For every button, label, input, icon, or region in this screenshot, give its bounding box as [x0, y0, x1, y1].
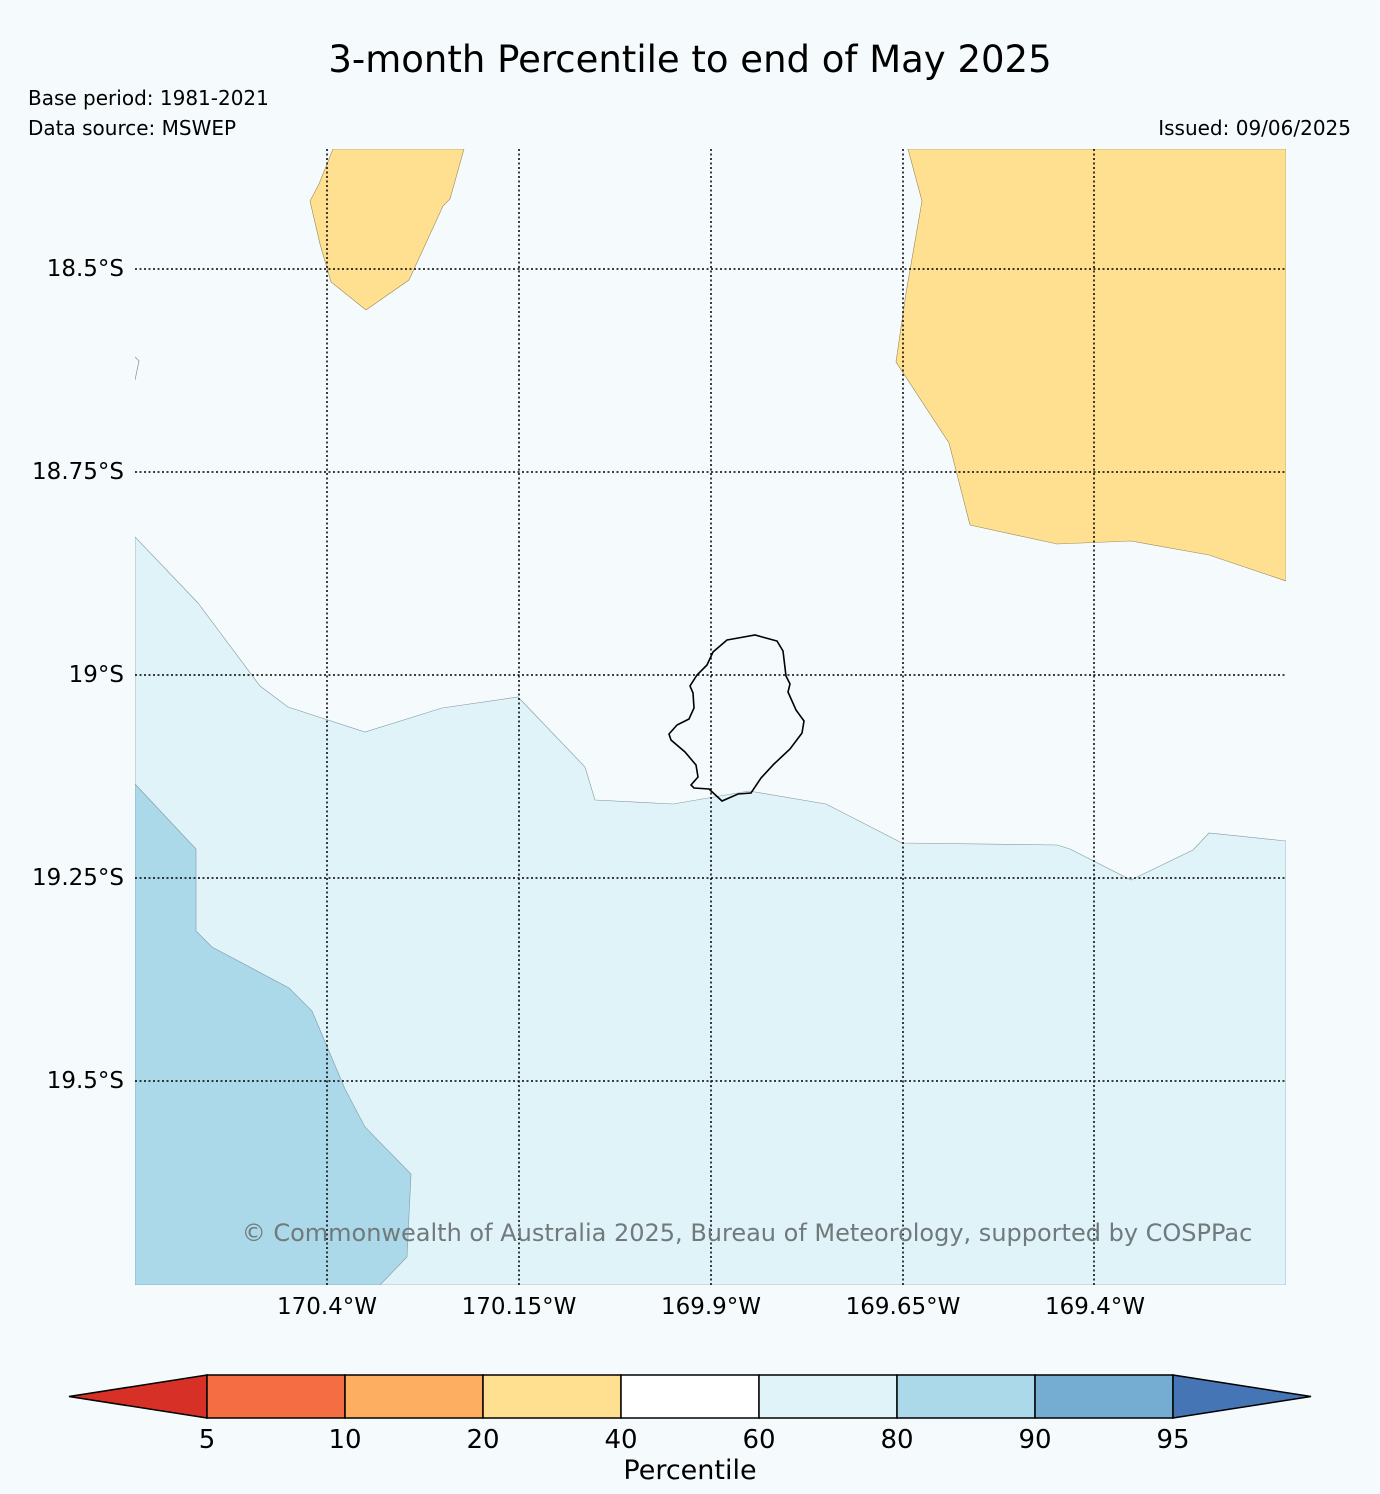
lon-label-169-65: 169.65°W — [845, 1294, 961, 1320]
colorbar-segment — [482, 1374, 622, 1419]
coast-fragment — [135, 356, 140, 381]
issued-date-text: Issued: 09/06/2025 — [1158, 116, 1351, 140]
colorbar-segment — [1034, 1374, 1174, 1419]
colorbar-extend-high — [1172, 1374, 1312, 1419]
map-title: 3-month Percentile to end of May 2025 — [328, 38, 1052, 81]
graticule — [135, 149, 1286, 1285]
lon-label-170-4: 170.4°W — [276, 1294, 378, 1320]
colorbar-segment — [344, 1374, 484, 1419]
lon-label-170-15: 170.15°W — [461, 1294, 577, 1320]
colorbar-segment — [896, 1374, 1036, 1419]
colorbar-segment — [758, 1374, 898, 1419]
colorbar-tick-label: 80 — [880, 1425, 914, 1455]
lat-label-18-75: 18.75°S — [32, 459, 124, 485]
colorbar-extend-low — [68, 1374, 208, 1419]
colorbar-tick-label: 95 — [1156, 1425, 1190, 1455]
colorbar-segment — [620, 1374, 760, 1419]
percentile-region-20-40-east — [895, 149, 1286, 582]
colorbar-tick-label: 40 — [604, 1425, 638, 1455]
lat-label-19: 19°S — [68, 662, 124, 688]
copyright-text: © Commonwealth of Australia 2025, Bureau… — [242, 1219, 1253, 1247]
niue-island-outline — [668, 634, 805, 802]
colorbar-tick-label: 20 — [466, 1425, 500, 1455]
colorbar-segment — [206, 1374, 346, 1419]
colorbar-tick-label: 5 — [198, 1425, 216, 1455]
data-source-text: Data source: MSWEP — [28, 116, 237, 140]
percentile-region-80-90 — [135, 783, 412, 1285]
colorbar-tick-label: 10 — [328, 1425, 362, 1455]
colorbar-tick-label: 60 — [742, 1425, 776, 1455]
colorbar — [68, 1374, 1312, 1419]
lat-label-19-25: 19.25°S — [32, 865, 124, 891]
colorbar-label: Percentile — [623, 1455, 757, 1486]
colorbar-tick-label: 90 — [1018, 1425, 1052, 1455]
lon-label-169-4: 169.4°W — [1044, 1294, 1146, 1320]
lon-label-169-9: 169.9°W — [660, 1294, 762, 1320]
lat-label-18-5: 18.5°S — [46, 256, 124, 282]
base-period-text: Base period: 1981-2021 — [28, 86, 269, 110]
lat-label-19-5: 19.5°S — [46, 1068, 124, 1094]
